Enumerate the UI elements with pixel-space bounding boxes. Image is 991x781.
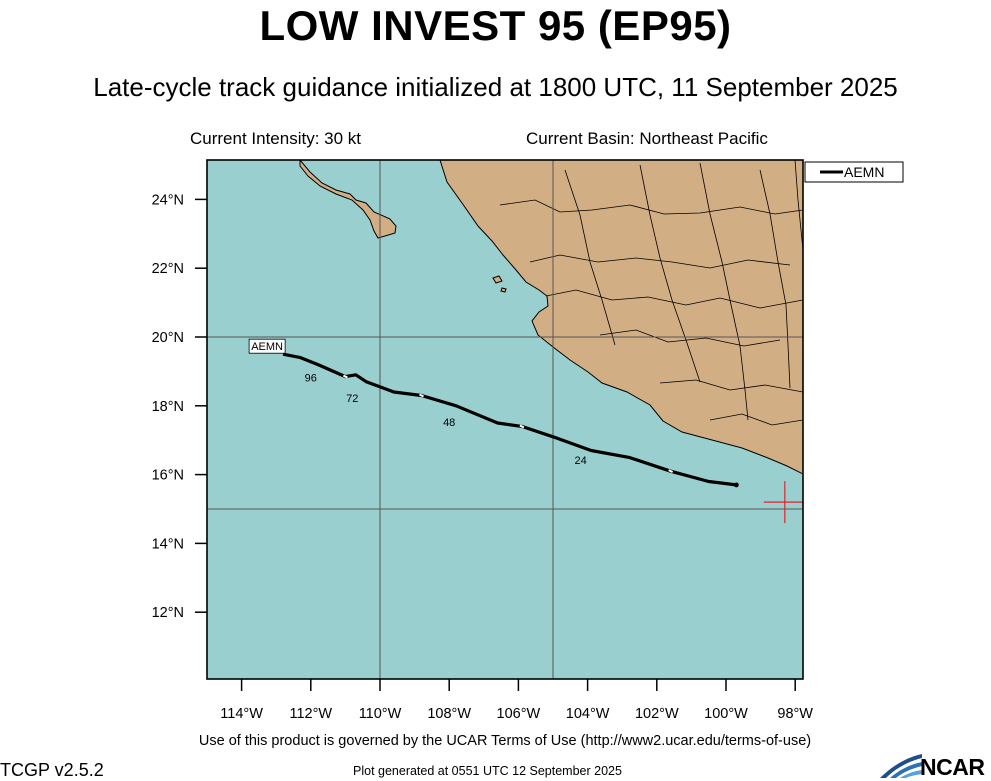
- chart-title: LOW INVEST 95 (EP95): [259, 2, 732, 49]
- current-basin-label: Current Basin: Northeast Pacific: [526, 129, 768, 148]
- baja-california-peninsula: [299, 160, 397, 239]
- forecast-hour-label: 24: [575, 455, 587, 467]
- lon-tick-label: 112°W: [289, 706, 332, 722]
- forecast-hour-label: 72: [346, 393, 358, 405]
- current-intensity-label: Current Intensity: 30 kt: [190, 129, 362, 148]
- lat-tick-label: 22°N: [152, 261, 184, 277]
- terms-of-use-text: Use of this product is governed by the U…: [198, 733, 812, 749]
- forecast-hour-label: 96: [305, 372, 317, 384]
- track-12h-marker: [668, 469, 674, 474]
- track-12h-marker: [519, 424, 525, 429]
- lon-tick-label: 106°W: [497, 706, 541, 722]
- forecast-hour-label: 48: [443, 417, 455, 429]
- lon-tick-label: 102°W: [635, 706, 679, 722]
- lat-tick-label: 18°N: [152, 399, 184, 415]
- track-end-label: AEMN: [251, 341, 283, 353]
- track-12h-marker: [342, 374, 348, 379]
- legend: AEMN: [804, 161, 904, 183]
- island-small: [492, 275, 503, 284]
- lat-tick-label: 24°N: [152, 192, 184, 208]
- lat-tick-label: 14°N: [152, 536, 184, 552]
- lon-tick-label: 100°W: [704, 706, 748, 722]
- ncar-logo-icon: [880, 754, 922, 778]
- island-small: [500, 287, 507, 293]
- lon-tick-label: 98°W: [777, 706, 813, 722]
- chart-subtitle: Late-cycle track guidance initialized at…: [93, 72, 898, 102]
- lon-tick-label: 108°W: [427, 706, 471, 722]
- lat-tick-label: 20°N: [152, 330, 184, 346]
- track-line-aemn: [282, 352, 737, 487]
- lat-tick-label: 12°N: [152, 605, 184, 621]
- track-12h-marker: [419, 393, 424, 398]
- ncar-logo-text: NCAR: [920, 754, 985, 780]
- plot-frame: [206, 159, 804, 680]
- lon-tick-label: 114°W: [220, 706, 263, 722]
- legend-label: AEMN: [844, 164, 884, 180]
- generated-timestamp: Plot generated at 0551 UTC 12 September …: [353, 764, 622, 778]
- track-end-label-box: [248, 338, 286, 354]
- track-start-point: [733, 482, 739, 488]
- lon-tick-label: 104°W: [566, 706, 610, 722]
- version-label: TCGP v2.5.2: [0, 760, 104, 780]
- lon-tick-label: 110°W: [359, 706, 402, 722]
- land-layer: [299, 160, 803, 475]
- lat-tick-label: 16°N: [152, 468, 184, 484]
- state-borders: [499, 160, 803, 426]
